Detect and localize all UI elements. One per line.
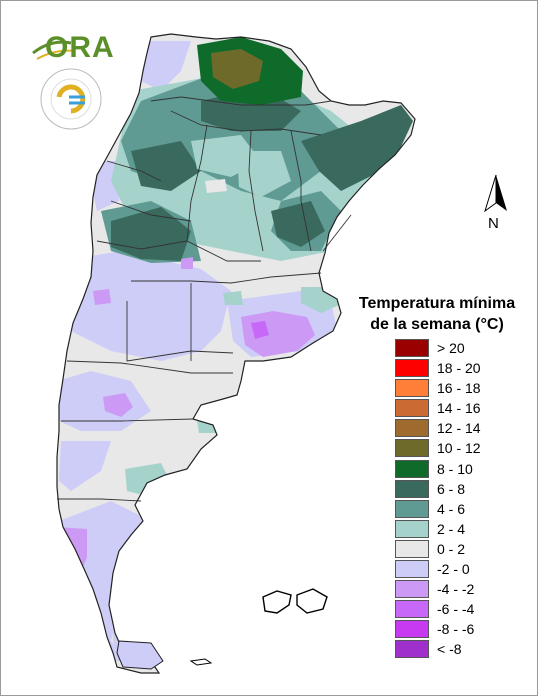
north-label: N: [488, 215, 499, 232]
legend-label: 16 - 18: [437, 380, 481, 397]
legend-swatch: [395, 519, 429, 538]
north-arrow-icon: [484, 174, 507, 213]
legend-label: 18 - 20: [437, 360, 481, 377]
legend-swatch: [395, 600, 429, 619]
legend-label: 8 - 10: [437, 460, 473, 477]
legend-label: 14 - 16: [437, 400, 481, 417]
legend-label: > 20: [437, 340, 465, 356]
legend-label: -4 - -2: [437, 581, 475, 598]
legend-label: 2 - 4: [437, 520, 466, 537]
legend-swatch: [395, 339, 429, 357]
ora-logo-text: ORA: [45, 31, 115, 64]
legend-label: 0 - 2: [437, 540, 466, 557]
legend-swatch: [395, 620, 429, 639]
legend-swatch: [395, 399, 429, 418]
islands: [262, 588, 328, 614]
ora-logo-icon: [32, 40, 76, 60]
legend-label: < -8: [437, 641, 462, 658]
legend-label: 12 - 14: [437, 420, 481, 437]
legend-label: 6 - 8: [437, 480, 466, 497]
legend-title-line1: Temperatura mínima: [358, 295, 516, 312]
legend-title-line2: de la semana (°C): [370, 316, 504, 333]
legend-swatch: [395, 419, 429, 438]
legend-title: Temperatura mínima de la semana (°C): [341, 293, 533, 335]
legend-swatch: [395, 459, 429, 478]
legend-swatch: [395, 439, 429, 458]
legend-swatch: [395, 580, 429, 599]
legend-label: -2 - 0: [437, 561, 470, 578]
legend-label: -8 - -6: [437, 621, 475, 638]
legend-swatch: [395, 539, 429, 558]
legend-swatch: [395, 379, 429, 398]
legend-swatch: [395, 499, 429, 518]
legend-label: 10 - 12: [437, 440, 481, 457]
legend-swatch: [395, 640, 429, 659]
legend-swatch: [395, 479, 429, 498]
legend-swatch: [395, 560, 429, 579]
legend-label: -6 - -4: [437, 601, 475, 618]
legend-swatch: [395, 359, 429, 378]
smn-seal-icon: [40, 68, 102, 130]
legend-label: 4 - 6: [437, 500, 466, 517]
